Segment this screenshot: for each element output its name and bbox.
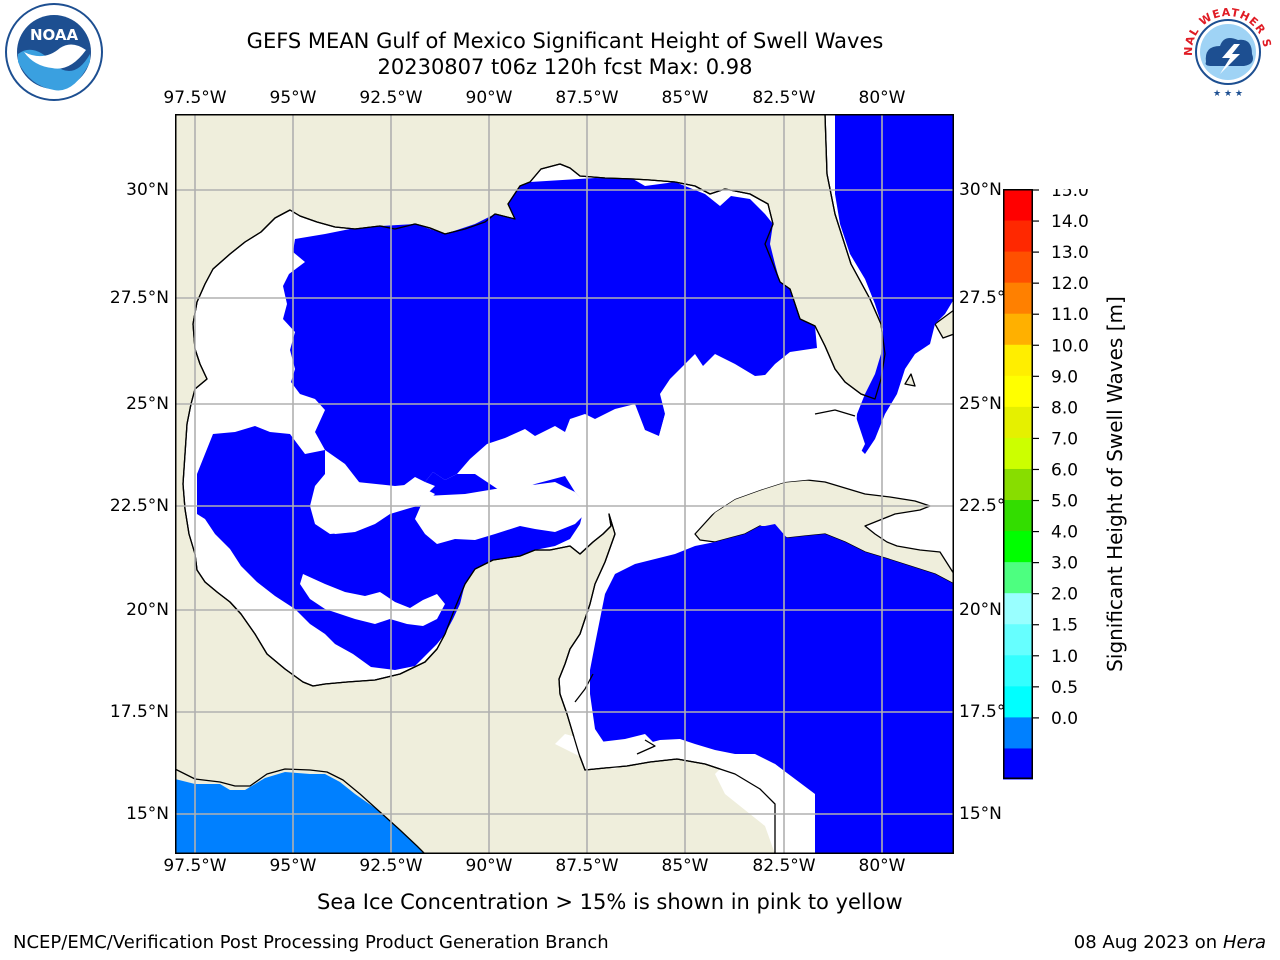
lon-tick-top: 90°W — [465, 88, 513, 108]
lon-tick-bottom: 82.5°W — [752, 856, 816, 876]
credit-organization: NCEP/EMC/Verification Post Processing Pr… — [13, 932, 609, 953]
colorbar-segment — [1003, 406, 1033, 438]
lon-tick-bottom: 95°W — [269, 856, 317, 876]
nws-logo: NATIONAL WEATHER SERVICE ★ ★ ★ — [1178, 2, 1276, 100]
colorbar-border — [1003, 189, 1033, 779]
colorbar: 15.0 14.0 13.0 12.0 11.0 10.0 9.0 8.0 7.0 6.0 5.0 4… — [1003, 189, 1089, 780]
credit-host: Hera — [1222, 932, 1266, 953]
map-panel — [175, 114, 954, 854]
lat-tick-right: 25°N — [959, 394, 1002, 414]
colorbar-segment — [1003, 499, 1033, 532]
lon-tick-bottom: 92.5°W — [359, 856, 423, 876]
colorbar-tick-label: 8.0 — [1051, 398, 1078, 418]
land-bahamas-1 — [934, 309, 954, 339]
colorbar-tick-label: 4.0 — [1051, 523, 1078, 543]
swell-0.5-1.0m — [175, 772, 425, 854]
colorbar-tick-label: 0.0 — [1051, 709, 1078, 729]
colorbar-segment — [1003, 592, 1033, 625]
colorbar-tick-label: 3.0 — [1051, 554, 1078, 574]
colorbar-segment — [1003, 716, 1033, 749]
colorbar-segment — [1003, 375, 1033, 407]
colorbar-tick-label: 15.0 — [1051, 189, 1089, 201]
noaa-logo-text: NOAA — [30, 26, 79, 44]
colorbar-tick-label: 13.0 — [1051, 243, 1089, 263]
sea-ice-footnote: Sea Ice Concentration > 15% is shown in … — [317, 890, 903, 914]
lat-tick-left: 27.5°N — [109, 288, 169, 308]
colorbar-segment — [1003, 747, 1033, 780]
lon-tick-top: 97.5°W — [163, 88, 227, 108]
credit-date: 08 Aug 2023 on Hera — [1074, 932, 1266, 953]
credit-date-text: 08 Aug 2023 on — [1073, 932, 1218, 953]
lon-tick-bottom: 87.5°W — [555, 856, 619, 876]
colorbar-tick-label: 0.5 — [1051, 678, 1078, 698]
lon-tick-bottom: 97.5°W — [163, 856, 227, 876]
lat-tick-left: 25°N — [126, 394, 169, 414]
colorbar-tick-label: 5.0 — [1051, 492, 1078, 512]
graticule-lines — [175, 114, 954, 854]
lon-tick-top: 92.5°W — [359, 88, 423, 108]
colorbar-tick-label: 1.5 — [1051, 616, 1078, 636]
colorbar-tick-label: 10.0 — [1051, 336, 1089, 356]
map-title: GEFS MEAN Gulf of Mexico Significant Hei… — [246, 29, 884, 53]
noaa-logo: NOAA — [5, 3, 103, 101]
colorbar-tick-label: 1.0 — [1051, 647, 1078, 667]
colorbar-segment — [1003, 623, 1033, 656]
colorbar-segment — [1003, 530, 1033, 563]
colorbar-tick-label: 14.0 — [1051, 212, 1089, 232]
colorbar-segment — [1003, 685, 1033, 718]
map-subtitle: 20230807 t06z 120h fcst Max: 0.98 — [377, 55, 753, 79]
lat-tick-right: 15°N — [959, 804, 1002, 824]
colorbar-tick-label: 11.0 — [1051, 305, 1089, 325]
colorbar-segment — [1003, 344, 1033, 376]
lon-tick-top: 80°W — [858, 88, 906, 108]
lat-tick-left: 15°N — [126, 804, 169, 824]
colorbar-segment — [1003, 313, 1033, 345]
svg-text:★ ★ ★: ★ ★ ★ — [1213, 89, 1243, 99]
lat-tick-left: 17.5°N — [109, 702, 169, 722]
lon-tick-top: 82.5°W — [752, 88, 816, 108]
coastlines — [175, 114, 886, 854]
map-border — [175, 114, 954, 854]
colorbar-segment — [1003, 251, 1033, 283]
colorbar-segment — [1003, 220, 1033, 252]
colorbar-segment — [1003, 654, 1033, 687]
lat-tick-right: 30°N — [959, 180, 1002, 200]
lat-tick-right: 20°N — [959, 600, 1002, 620]
lon-tick-bottom: 90°W — [465, 856, 513, 876]
colorbar-label: Significant Height of Swell Waves [m] — [1103, 296, 1127, 672]
lat-tick-left: 30°N — [126, 180, 169, 200]
lat-tick-left: 20°N — [126, 600, 169, 620]
lon-tick-top: 87.5°W — [555, 88, 619, 108]
colorbar-tick-label: 12.0 — [1051, 274, 1089, 294]
colorbar-tick-label: 7.0 — [1051, 429, 1078, 449]
colorbar-segment — [1003, 189, 1033, 221]
colorbar-segment — [1003, 437, 1033, 469]
colorbar-segment — [1003, 468, 1033, 501]
colorbar-segment — [1003, 561, 1033, 594]
land-bahamas-2 — [904, 373, 916, 387]
colorbar-segment — [1003, 282, 1033, 314]
colorbar-tick-label: 9.0 — [1051, 367, 1078, 387]
lat-tick-left: 22.5°N — [109, 496, 169, 516]
colorbar-tick-label: 6.0 — [1051, 460, 1078, 480]
colorbar-tick-label: 2.0 — [1051, 585, 1078, 605]
lon-tick-top: 85°W — [661, 88, 709, 108]
lon-tick-bottom: 80°W — [858, 856, 906, 876]
lon-tick-top: 95°W — [269, 88, 317, 108]
lon-tick-bottom: 85°W — [661, 856, 709, 876]
